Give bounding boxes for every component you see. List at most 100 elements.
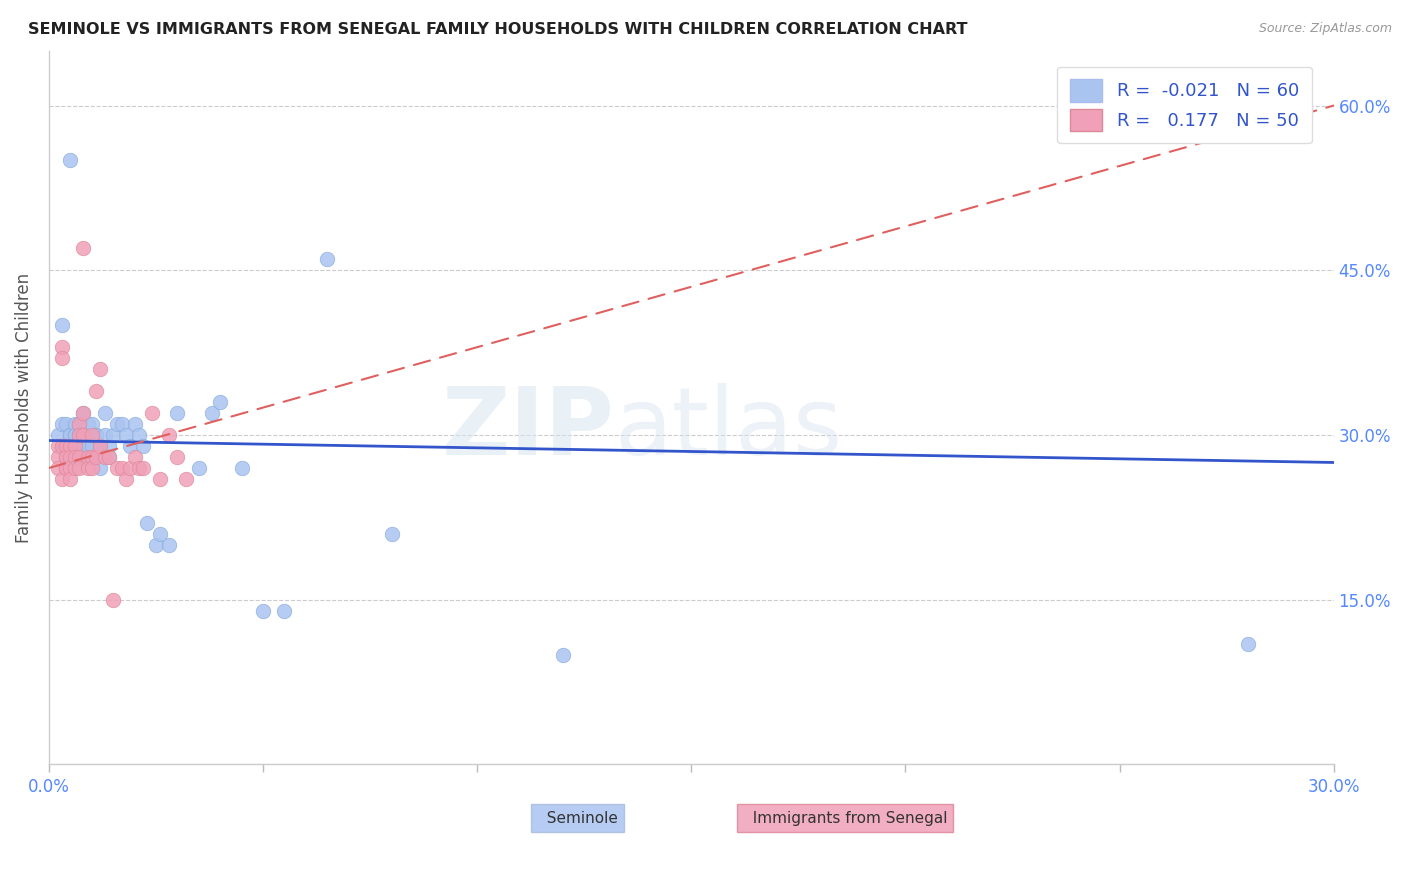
Point: [231, 461, 253, 475]
Point: [80, 417, 103, 431]
Point: [273, 604, 295, 618]
Point: [55, 450, 77, 464]
Point: [59, 428, 82, 442]
Point: [67, 461, 90, 475]
Point: [145, 538, 167, 552]
Point: [149, 472, 172, 486]
Point: [51, 318, 73, 333]
Point: [97, 450, 120, 464]
Point: [132, 439, 155, 453]
Point: [63, 439, 86, 453]
Point: [132, 461, 155, 475]
Point: [59, 461, 82, 475]
Point: [89, 362, 111, 376]
Point: [80, 428, 103, 442]
Point: [59, 153, 82, 168]
Point: [46, 439, 69, 453]
Point: [84, 384, 107, 398]
Point: [67, 450, 90, 464]
Point: [103, 592, 125, 607]
Text: ZIP: ZIP: [441, 383, 614, 475]
Legend: R =  -0.021   N = 60, R =   0.177   N = 50: R = -0.021 N = 60, R = 0.177 N = 50: [1057, 67, 1312, 144]
Point: [111, 417, 134, 431]
Point: [76, 439, 98, 453]
Point: [209, 395, 232, 409]
Point: [51, 417, 73, 431]
Point: [124, 450, 146, 464]
Point: [89, 461, 111, 475]
Text: Source: ZipAtlas.com: Source: ZipAtlas.com: [1258, 22, 1392, 36]
Point: [80, 450, 103, 464]
Point: [51, 472, 73, 486]
Point: [63, 417, 86, 431]
Point: [89, 439, 111, 453]
Point: [141, 406, 163, 420]
Point: [93, 450, 115, 464]
Point: [46, 461, 69, 475]
Point: [187, 461, 209, 475]
Point: [89, 439, 111, 453]
Point: [51, 340, 73, 354]
Point: [63, 439, 86, 453]
Point: [107, 417, 129, 431]
Point: [93, 406, 115, 420]
Point: [157, 538, 180, 552]
Point: [55, 439, 77, 453]
Point: [72, 428, 94, 442]
Point: [76, 450, 98, 464]
Point: [67, 428, 90, 442]
Point: [107, 461, 129, 475]
Point: [59, 450, 82, 464]
Point: [93, 428, 115, 442]
Point: [84, 450, 107, 464]
Point: [120, 461, 142, 475]
Point: [67, 439, 90, 453]
Point: [46, 450, 69, 464]
Text: Immigrants from Senegal: Immigrants from Senegal: [742, 811, 948, 825]
Point: [128, 428, 150, 442]
Point: [80, 450, 103, 464]
Point: [84, 428, 107, 442]
Point: [80, 461, 103, 475]
Point: [103, 428, 125, 442]
Point: [72, 439, 94, 453]
Point: [63, 450, 86, 464]
Y-axis label: Family Households with Children: Family Households with Children: [15, 273, 32, 542]
Point: [166, 406, 188, 420]
Point: [76, 417, 98, 431]
Point: [128, 461, 150, 475]
Point: [72, 428, 94, 442]
Point: [149, 526, 172, 541]
Point: [72, 450, 94, 464]
Point: [252, 604, 274, 618]
Point: [201, 406, 224, 420]
Point: [72, 406, 94, 420]
Point: [174, 472, 197, 486]
Point: [72, 406, 94, 420]
Point: [51, 439, 73, 453]
Point: [157, 428, 180, 442]
Point: [76, 461, 98, 475]
Point: [63, 461, 86, 475]
Point: [67, 450, 90, 464]
Point: [55, 439, 77, 453]
Point: [84, 428, 107, 442]
Point: [59, 472, 82, 486]
Point: [115, 428, 138, 442]
Point: [46, 428, 69, 442]
Point: [55, 450, 77, 464]
Text: Seminole: Seminole: [537, 811, 619, 825]
Point: [97, 439, 120, 453]
Point: [55, 461, 77, 475]
Point: [97, 450, 120, 464]
Point: [124, 417, 146, 431]
Point: [59, 439, 82, 453]
Point: [59, 439, 82, 453]
Point: [166, 450, 188, 464]
Point: [63, 428, 86, 442]
Point: [67, 417, 90, 431]
Point: [67, 428, 90, 442]
Point: [51, 439, 73, 453]
Point: [63, 428, 86, 442]
Point: [59, 428, 82, 442]
